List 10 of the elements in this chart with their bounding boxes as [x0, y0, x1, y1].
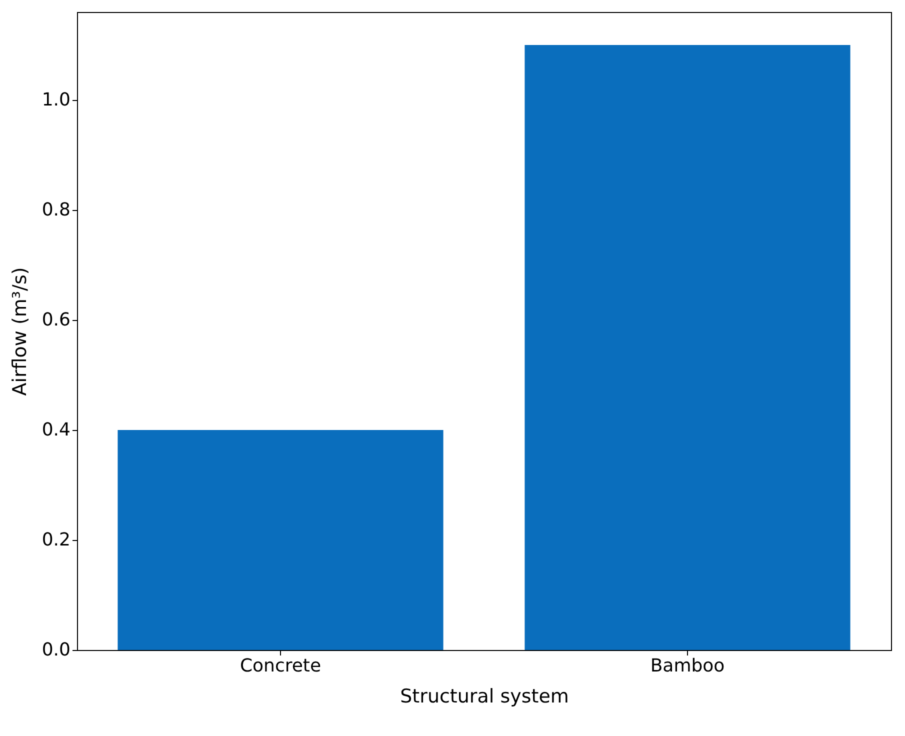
- x-axis-title: Structural system: [400, 686, 569, 708]
- y-axis-title: Airflow (m³/s): [8, 267, 31, 396]
- y-tick-label: 0.0: [42, 640, 70, 660]
- y-tick-label: 0.4: [42, 420, 70, 440]
- x-tick-label: Concrete: [240, 656, 322, 676]
- y-tick-label: 0.2: [42, 530, 70, 550]
- x-tick-label: Bamboo: [650, 656, 725, 676]
- y-tick-label: 0.8: [42, 200, 70, 220]
- y-tick-label: 0.6: [42, 310, 70, 330]
- y-tick-label: 1.0: [42, 90, 70, 110]
